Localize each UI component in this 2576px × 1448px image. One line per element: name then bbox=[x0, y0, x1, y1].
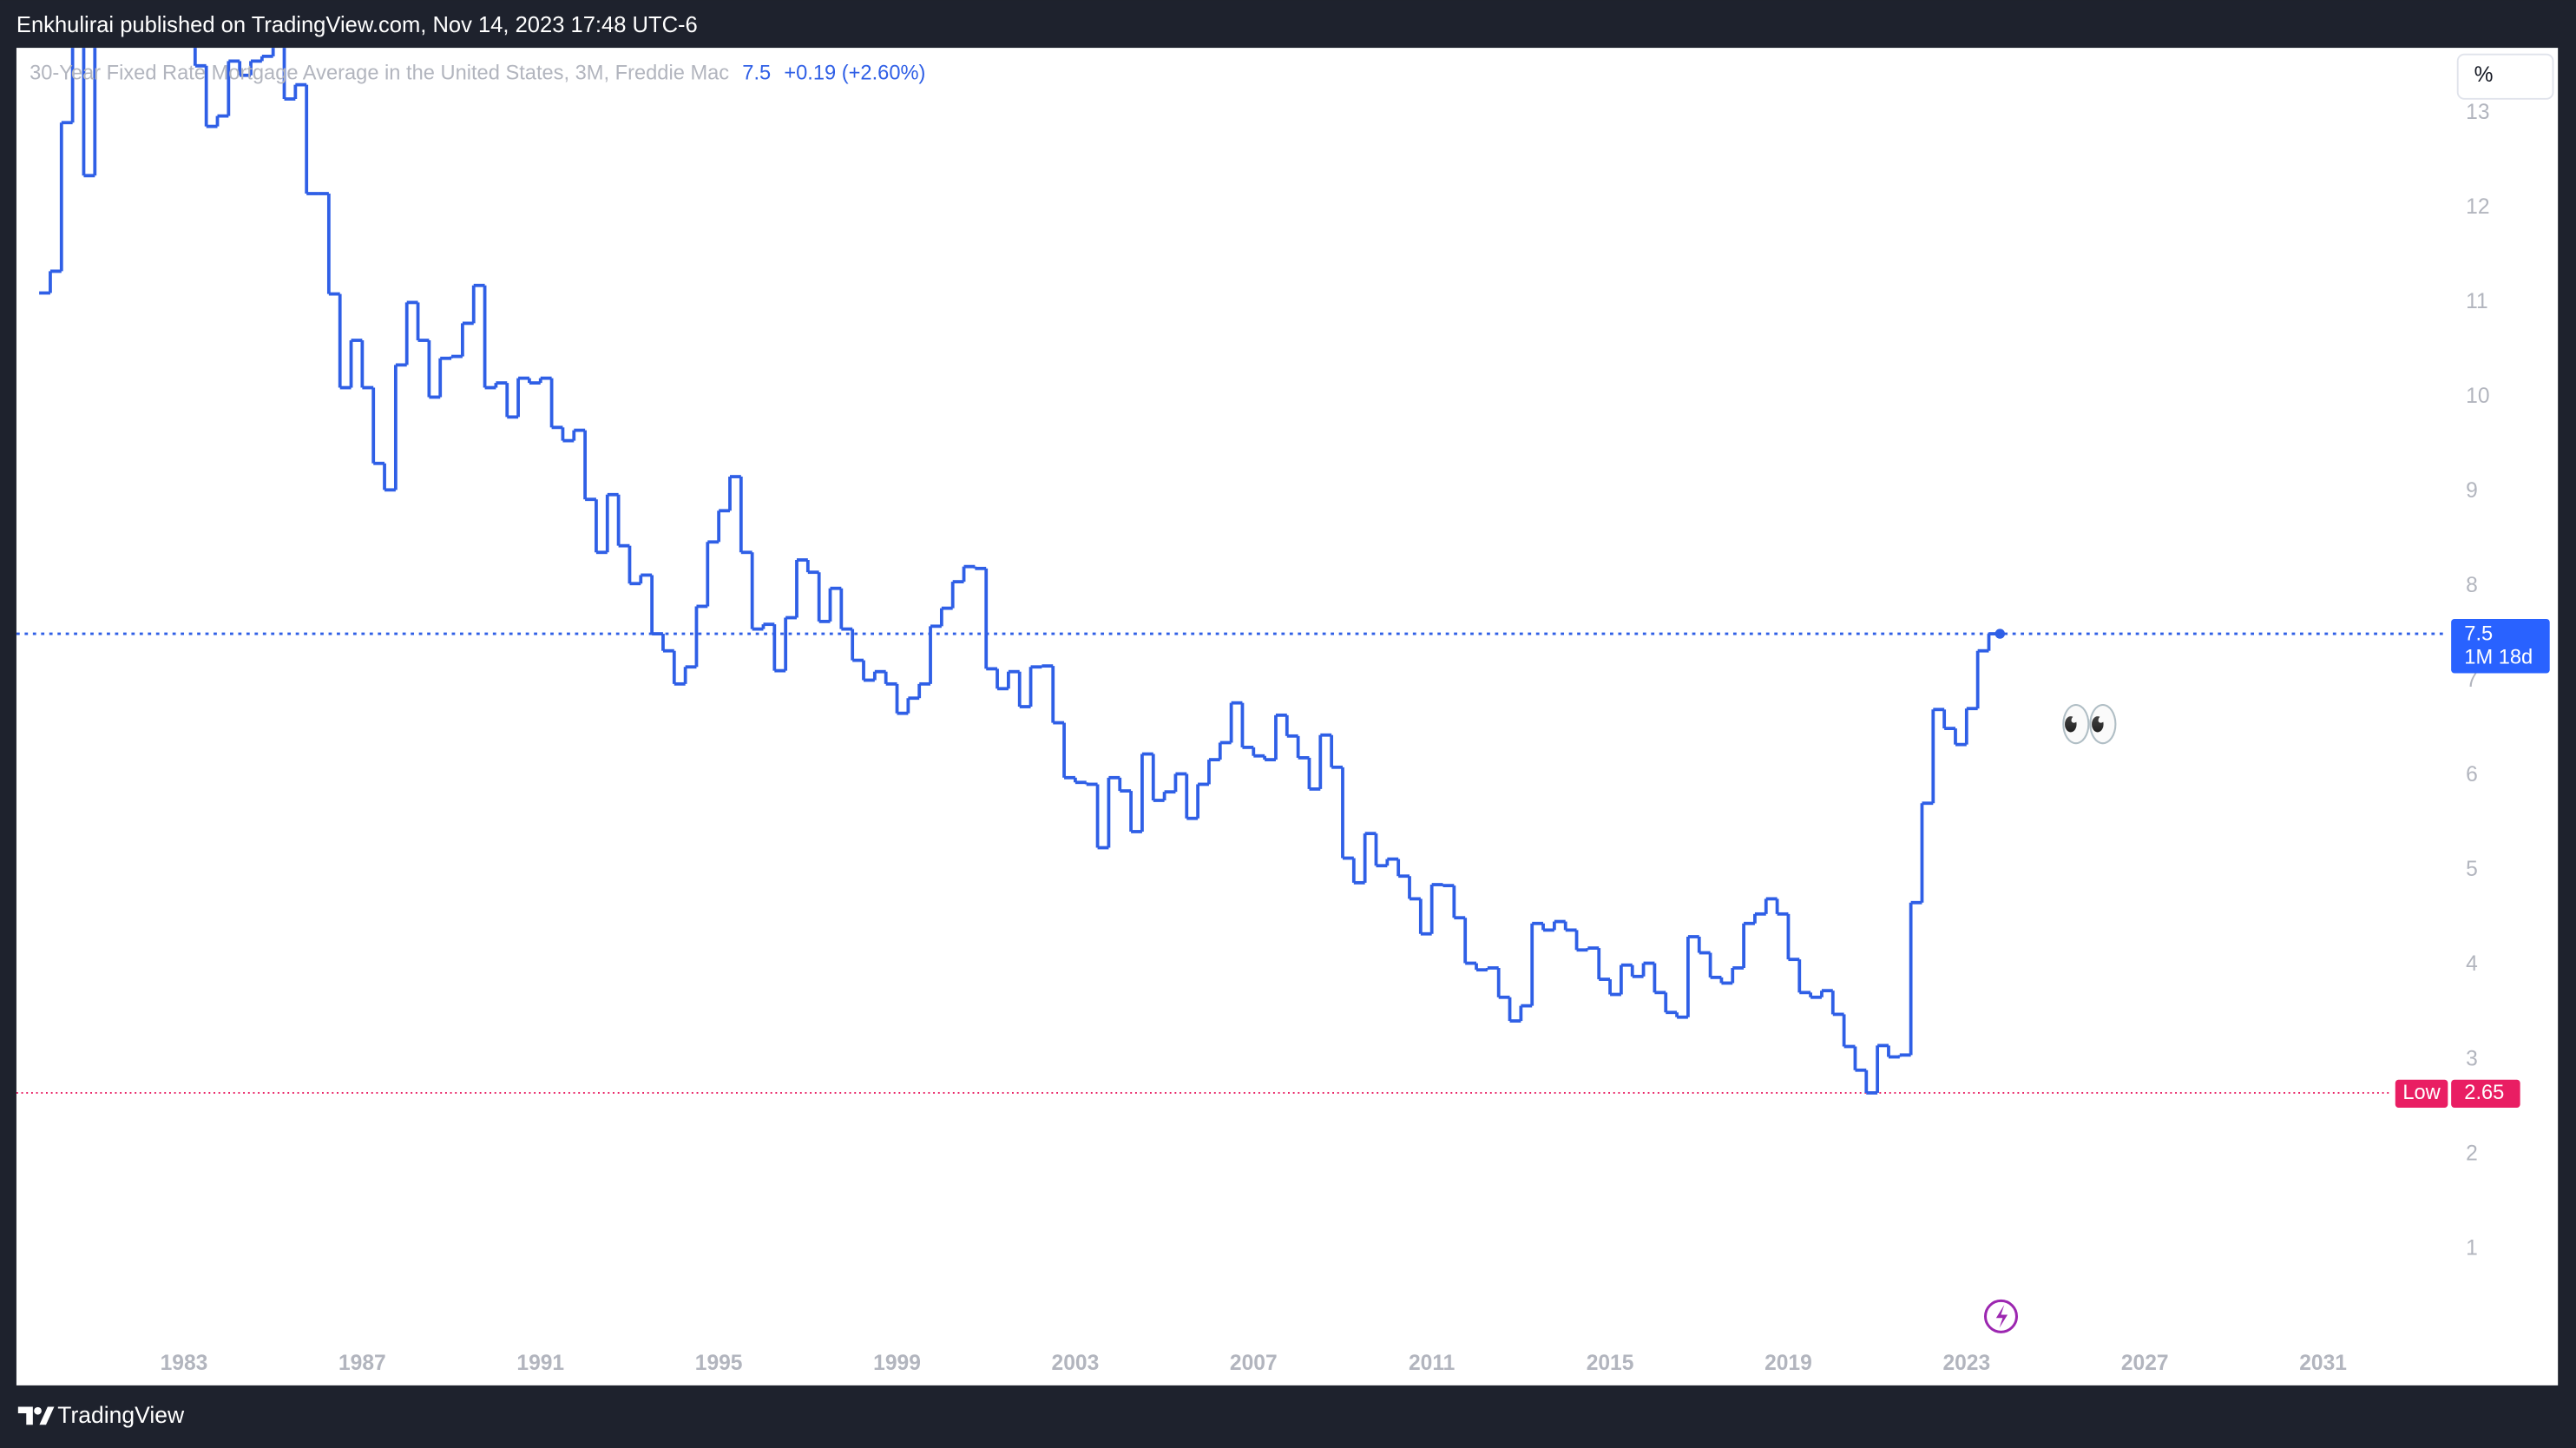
x-tick-label: 2031 bbox=[2299, 1352, 2347, 1375]
series-title: 30-Year Fixed Rate Mortgage Average in t… bbox=[30, 63, 729, 85]
last-point bbox=[1994, 629, 2006, 639]
legend-value: 7.5 bbox=[742, 63, 771, 85]
price-label-countdown: 1M 18d bbox=[2464, 647, 2533, 669]
x-tick-label: 1999 bbox=[873, 1352, 921, 1375]
footer-logo bbox=[17, 1406, 55, 1425]
series-line bbox=[39, 48, 2001, 1095]
y-tick-label: 7 bbox=[2466, 668, 2478, 692]
scale-button[interactable] bbox=[2456, 53, 2554, 100]
low-value-text: 2.65 bbox=[2464, 1082, 2504, 1104]
annotation-emoji: 👀 bbox=[2059, 698, 2120, 753]
x-tick-label: 2023 bbox=[1942, 1352, 1990, 1375]
header-text: Enkhulirai published on TradingView.com,… bbox=[16, 13, 698, 37]
price-label-value: 7.5 bbox=[2464, 622, 2493, 645]
scale-button-label[interactable]: % bbox=[2474, 63, 2494, 87]
y-tick-label: 13 bbox=[2466, 101, 2489, 124]
x-tick-label: 1991 bbox=[516, 1352, 564, 1375]
x-tick-label: 2015 bbox=[1587, 1352, 1634, 1375]
x-tick-label: 1995 bbox=[695, 1352, 743, 1375]
x-tick-label: 2011 bbox=[1409, 1352, 1455, 1375]
y-tick-label: 11 bbox=[2466, 290, 2488, 313]
low-label-text: Low bbox=[2402, 1082, 2441, 1104]
y-tick-label: 12 bbox=[2466, 195, 2489, 219]
x-tick-label: 2019 bbox=[1764, 1352, 1812, 1375]
low-label-box bbox=[2395, 1079, 2448, 1108]
y-tick-label: 8 bbox=[2466, 574, 2478, 597]
lightning-icon[interactable] bbox=[1984, 1299, 2018, 1333]
footer-brand: TradingView bbox=[57, 1402, 185, 1428]
low-value-box bbox=[2451, 1079, 2520, 1108]
y-tick-label: 6 bbox=[2466, 763, 2478, 787]
y-tick-label: 5 bbox=[2466, 858, 2478, 881]
x-tick-label: 2027 bbox=[2121, 1352, 2169, 1375]
x-tick-label: 2003 bbox=[1052, 1352, 1100, 1375]
y-tick-label: 2 bbox=[2466, 1142, 2478, 1165]
x-tick-label: 2007 bbox=[1230, 1352, 1278, 1375]
y-tick-label: 1 bbox=[2466, 1236, 2478, 1260]
price-label-box bbox=[2451, 619, 2550, 674]
x-tick-label: 1987 bbox=[338, 1352, 386, 1375]
y-tick-label: 10 bbox=[2466, 385, 2489, 408]
x-tick-label: 1983 bbox=[161, 1352, 208, 1375]
y-tick-label: 9 bbox=[2466, 479, 2478, 503]
plot bbox=[16, 48, 2448, 1095]
legend-change: +0.19 (+2.60%) bbox=[784, 63, 925, 85]
y-tick-label: 4 bbox=[2466, 952, 2478, 976]
y-tick-label: 3 bbox=[2466, 1047, 2478, 1070]
